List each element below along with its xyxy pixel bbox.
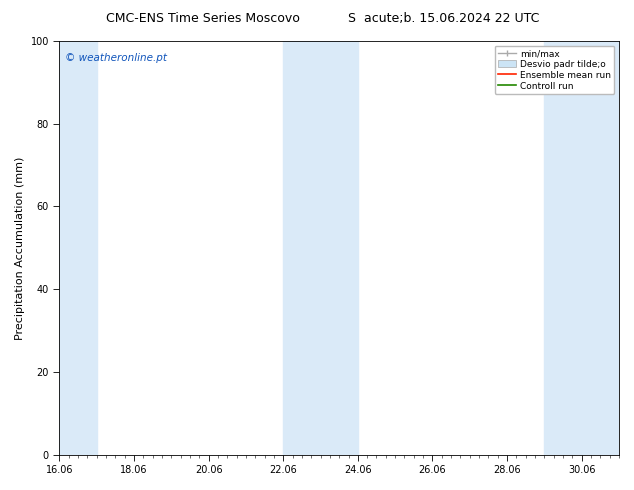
Text: S  acute;b. 15.06.2024 22 UTC: S acute;b. 15.06.2024 22 UTC xyxy=(348,12,540,25)
Legend: min/max, Desvio padr tilde;o, Ensemble mean run, Controll run: min/max, Desvio padr tilde;o, Ensemble m… xyxy=(495,46,614,94)
Y-axis label: Precipitation Accumulation (mm): Precipitation Accumulation (mm) xyxy=(15,156,25,340)
Text: CMC-ENS Time Series Moscovo: CMC-ENS Time Series Moscovo xyxy=(106,12,300,25)
Bar xyxy=(60,41,96,455)
Bar xyxy=(283,41,358,455)
Text: © weatheronline.pt: © weatheronline.pt xyxy=(65,53,167,64)
Bar xyxy=(545,41,619,455)
